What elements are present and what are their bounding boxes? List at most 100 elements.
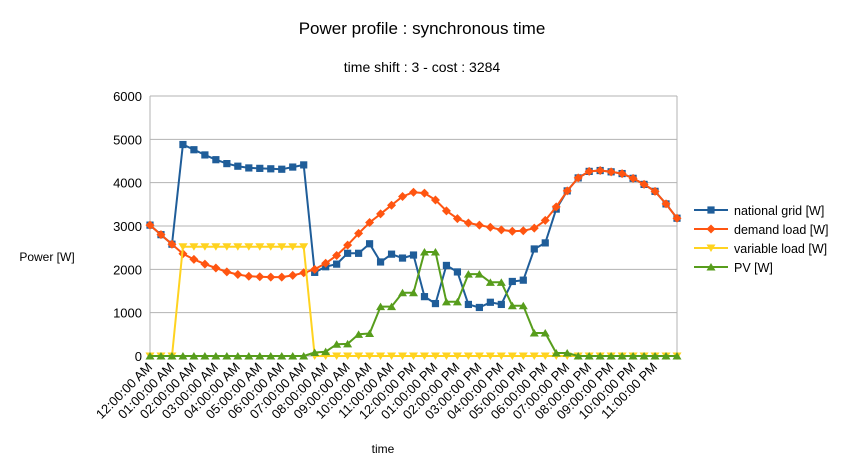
data-point xyxy=(507,352,517,360)
data-point xyxy=(497,300,505,309)
data-point xyxy=(233,270,243,280)
data-point xyxy=(233,352,243,360)
data-point xyxy=(398,192,408,202)
data-point xyxy=(529,352,539,360)
data-point xyxy=(672,352,682,360)
data-point xyxy=(333,260,341,268)
x-axis-label: time xyxy=(372,442,395,456)
data-point xyxy=(430,195,440,205)
data-point xyxy=(244,243,254,251)
data-point xyxy=(441,297,451,306)
data-point xyxy=(409,187,418,197)
data-point xyxy=(420,293,429,301)
series-line xyxy=(150,251,677,357)
data-point xyxy=(343,339,353,348)
data-point xyxy=(419,188,429,198)
data-point xyxy=(189,254,199,264)
data-point xyxy=(551,348,561,357)
data-point xyxy=(277,352,287,360)
data-point xyxy=(201,151,209,159)
y-tick-label: 1000 xyxy=(113,306,142,321)
data-point xyxy=(595,166,605,176)
data-point xyxy=(156,352,166,360)
y-axis-label: Power [W] xyxy=(19,250,74,264)
data-point xyxy=(288,352,298,360)
y-tick-label: 2000 xyxy=(113,262,142,277)
data-point xyxy=(266,272,276,282)
legend-item-3: PV [W] xyxy=(694,261,773,275)
legend-swatch-marker xyxy=(707,206,715,214)
legend-item-1: demand load [W] xyxy=(694,223,829,237)
data-point xyxy=(452,297,462,306)
data-point xyxy=(540,352,550,360)
data-point xyxy=(452,352,462,360)
data-point xyxy=(343,352,353,360)
data-point xyxy=(233,243,243,251)
data-point xyxy=(507,226,517,236)
data-point xyxy=(332,340,342,348)
data-point xyxy=(485,278,495,286)
data-point xyxy=(562,186,572,196)
data-point xyxy=(189,243,199,251)
data-point xyxy=(584,352,594,360)
data-point xyxy=(200,259,210,269)
data-point xyxy=(211,352,221,360)
data-point xyxy=(145,352,155,360)
data-point xyxy=(332,250,342,260)
data-point xyxy=(530,245,538,253)
data-point xyxy=(178,352,188,360)
legend-label: demand load [W] xyxy=(734,223,829,237)
data-point xyxy=(584,166,594,176)
data-point xyxy=(529,223,539,233)
legend-swatch-marker xyxy=(706,224,716,234)
data-point xyxy=(617,169,627,179)
legend-swatch-marker xyxy=(706,244,716,252)
data-point xyxy=(419,352,429,360)
data-point xyxy=(650,352,660,360)
data-point xyxy=(628,173,638,183)
data-point xyxy=(376,302,386,311)
data-point xyxy=(145,220,155,230)
series-3 xyxy=(145,248,682,360)
y-tick-label: 0 xyxy=(135,349,142,364)
data-point xyxy=(255,243,265,251)
data-point xyxy=(310,264,320,274)
data-point xyxy=(452,214,462,224)
data-point xyxy=(189,352,199,360)
data-point xyxy=(376,352,386,360)
data-point xyxy=(617,352,627,360)
data-point xyxy=(453,268,462,276)
data-point xyxy=(365,240,374,248)
y-tick-label: 5000 xyxy=(113,132,142,147)
data-point xyxy=(606,352,616,360)
data-point xyxy=(463,270,473,278)
data-point xyxy=(255,352,265,360)
data-point xyxy=(541,239,549,247)
data-point xyxy=(190,146,198,154)
data-point xyxy=(475,303,483,312)
data-point xyxy=(288,270,298,280)
data-point xyxy=(463,352,473,360)
data-point xyxy=(200,352,210,360)
data-point xyxy=(222,352,232,360)
data-point xyxy=(464,300,472,309)
data-point xyxy=(355,249,363,257)
data-point xyxy=(211,243,221,251)
data-point xyxy=(266,243,276,251)
data-point xyxy=(244,271,254,281)
data-point xyxy=(289,163,297,171)
data-point xyxy=(441,206,451,216)
data-point xyxy=(278,165,286,173)
data-point xyxy=(354,330,364,338)
data-point xyxy=(178,243,188,251)
data-point xyxy=(222,267,232,277)
data-point xyxy=(212,156,220,164)
data-point xyxy=(288,243,298,251)
data-point xyxy=(343,240,353,250)
data-point xyxy=(365,352,375,360)
data-point xyxy=(376,209,386,219)
data-point xyxy=(507,301,517,310)
data-point xyxy=(430,352,440,360)
data-point xyxy=(474,352,484,360)
